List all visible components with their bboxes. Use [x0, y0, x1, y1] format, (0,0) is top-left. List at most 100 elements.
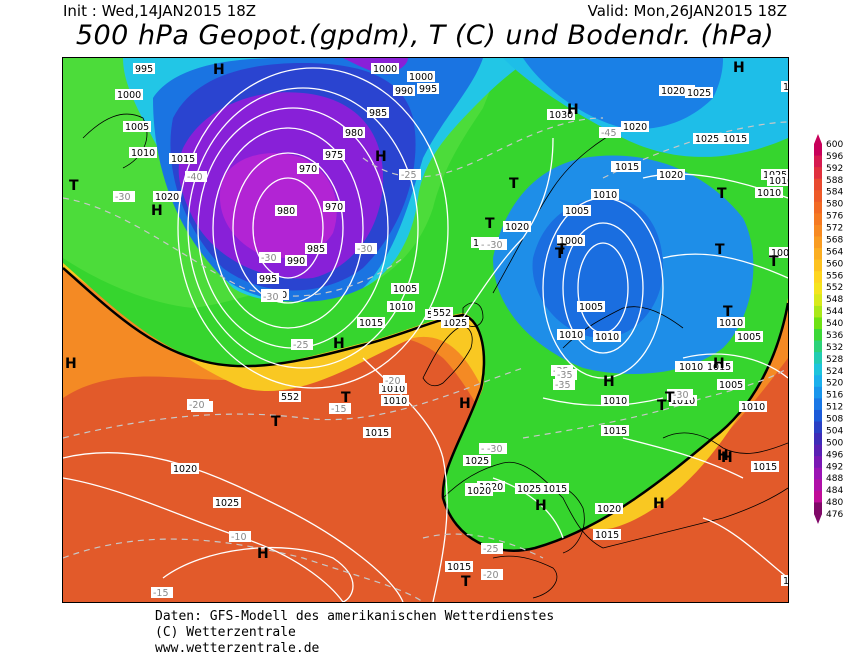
map-canvas: 9951000100510101015102010001000995990985…	[63, 58, 788, 602]
legend-tick-label: 584	[826, 188, 843, 198]
isobar-label: 1015	[707, 362, 731, 373]
isobar-label-bg	[343, 127, 365, 138]
isobar-label: 1020	[155, 192, 179, 203]
legend-swatch	[814, 190, 822, 203]
isotherm-label-bg	[671, 389, 693, 400]
isobar-label-bg	[297, 163, 319, 174]
legend-tick-label: 536	[826, 331, 843, 341]
legend-swatch	[814, 467, 822, 480]
isotherm-label-bg	[553, 379, 575, 390]
isobar-label-bg	[379, 383, 407, 394]
legend-tick-label: 568	[826, 235, 843, 245]
legend-tick-label: 488	[826, 474, 843, 484]
isobar-label-bg	[601, 395, 629, 406]
isotherm-label-bg	[599, 127, 621, 138]
high-pressure-marker: H	[151, 203, 163, 219]
low-pressure-marker: T	[555, 246, 565, 262]
legend-tick-label: 508	[826, 415, 843, 425]
isobar-label: 1005	[125, 122, 149, 133]
isobar-label-bg	[445, 561, 473, 572]
legend-tick-label: 596	[826, 152, 843, 162]
isobar-label-bg	[769, 247, 788, 258]
isobar-label: 975	[325, 150, 343, 161]
isotherm-label: -30	[261, 253, 277, 264]
isobar-label-bg	[515, 483, 543, 494]
isobar-label-bg	[357, 317, 385, 328]
isobar-label: 1010	[593, 190, 617, 201]
legend-tick-label: 480	[826, 498, 843, 508]
isotherm-label: -15	[331, 404, 347, 415]
isobar-label-bg	[717, 379, 745, 390]
isobar-label-bg	[613, 161, 641, 172]
legend-swatch	[814, 213, 822, 226]
isobar-label-bg	[169, 153, 197, 164]
legend-tick-label: 576	[826, 212, 843, 222]
isobar-label-bg	[285, 255, 307, 266]
isobar-label: 1015	[359, 318, 383, 329]
legend-tick-label: 548	[826, 295, 843, 305]
legend-swatch	[814, 421, 822, 434]
isobar-label: 980	[345, 128, 363, 139]
isobar-label-bg	[685, 87, 713, 98]
isobar-label-bg	[541, 483, 569, 494]
isobar-label-bg	[393, 85, 415, 96]
isotherm-label: -25	[293, 340, 309, 351]
low-pressure-marker: T	[657, 398, 667, 414]
isobar-label: 1010	[381, 384, 405, 395]
isobar-label-bg	[593, 529, 621, 540]
high-pressure-marker: H	[213, 62, 225, 78]
low-pressure-marker: T	[557, 242, 567, 258]
footer-copyright: (C) Wetterzentrale	[155, 625, 296, 640]
isobar-label-bg	[123, 121, 151, 132]
temperature-labels: -30 -30 -30 -35 -30 -40 -30 -35 -25 -30 -45 -30 -20 -…	[113, 127, 693, 599]
isobar-label: 990	[395, 86, 413, 97]
isotherm-label-bg	[329, 403, 351, 414]
isobar-label-bg	[751, 461, 779, 472]
isobar-label-bg	[305, 243, 327, 254]
isobar-label: 970	[299, 164, 317, 175]
legend-swatch	[814, 224, 822, 237]
isobar-label: 980	[277, 206, 295, 217]
legend-tick-label: 532	[826, 343, 843, 353]
isotherm-label: -25	[483, 544, 499, 555]
isobar-label-bg	[595, 503, 623, 514]
legend-tick-label: 484	[826, 486, 843, 496]
low-pressure-marker: T	[69, 178, 79, 194]
high-pressure-marker: H	[459, 396, 471, 412]
legend-swatch	[814, 340, 822, 353]
pressure-labels: 9951000100510101015102010001000995990985…	[115, 63, 788, 587]
isobar-label: 995	[259, 274, 277, 285]
legend-swatch	[814, 317, 822, 330]
legend-tick-label: 572	[826, 224, 843, 234]
legend-swatch	[814, 305, 822, 318]
color-legend: 600 596 592 588 584 580 576 572 568 564 560 556 552 5…	[812, 132, 850, 527]
isobar-label-bg	[781, 575, 788, 586]
isobar-label-bg	[417, 83, 439, 94]
footer-url: www.wetterzentrale.de	[155, 641, 320, 656]
high-pressure-marker: H	[65, 356, 77, 372]
high-pressure-marker: H	[653, 496, 665, 512]
isotherm-label: -45	[601, 128, 617, 139]
isotherm-label: -35	[555, 380, 571, 391]
isobar-label-bg	[735, 331, 763, 342]
legend-arrow-bottom	[814, 514, 822, 524]
isobar-label: 1010	[757, 188, 781, 199]
isotherm-label: -30	[673, 390, 689, 401]
isobar-label: 1020	[597, 504, 621, 515]
isobar-label-bg	[387, 301, 415, 312]
low-pressure-marker: T	[271, 414, 281, 430]
isobar-label-bg	[677, 361, 705, 372]
isobar-label: 1020	[505, 222, 529, 233]
footer: Daten: GFS-Modell des amerikanischen Wet…	[155, 609, 554, 657]
isotherm-label-bg	[399, 169, 421, 180]
legend-swatch	[814, 386, 822, 399]
isobar-label-bg	[133, 63, 155, 74]
high-pressure-marker: H	[257, 546, 269, 562]
isobar-label: 1020	[623, 122, 647, 133]
isobar-label: 1010	[131, 148, 155, 159]
isobar-label: 1015	[753, 462, 777, 473]
isobar-label-bg	[563, 205, 591, 216]
isotherm-label: -30	[357, 244, 373, 255]
legend-tick-label: 512	[826, 403, 843, 413]
isobar-label-bg	[407, 71, 435, 82]
